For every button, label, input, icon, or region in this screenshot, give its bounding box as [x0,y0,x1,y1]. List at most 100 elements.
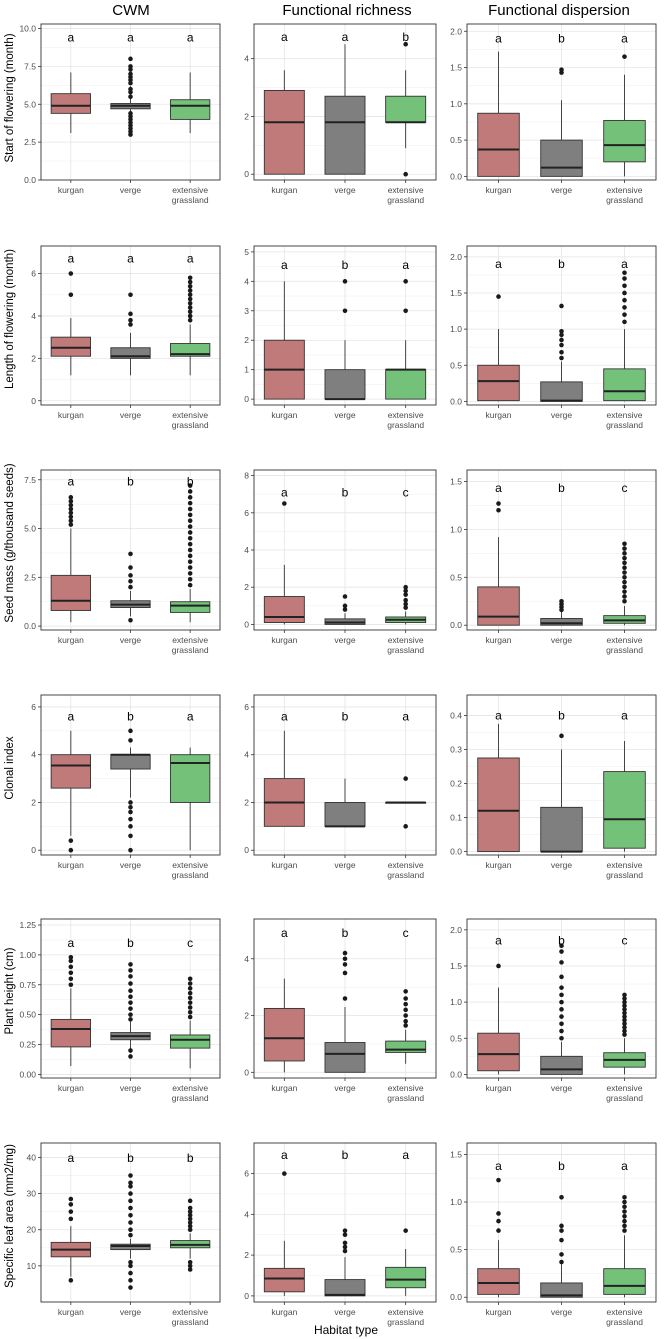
outlier-point [559,985,564,990]
significance-letter: b [342,926,349,940]
significance-letter: a [495,934,502,948]
significance-letter: a [67,31,74,45]
outlier-point [68,514,74,520]
box-verge: a [324,30,366,175]
box-extensive-grassland: c [385,926,427,1064]
y-label-specific-leaf-area: Specific leaf area (mm2/mg) [4,1144,16,1288]
y-tick-label: 0.5 [450,1245,462,1255]
x-tick-label-extensive-grassland: extensive [388,1307,424,1317]
outlier-point [187,553,193,559]
y-label-clonal-index: Clonal index [4,736,16,800]
iqr-box [263,596,305,624]
iqr-box [540,1282,583,1298]
x-tick-label-kurgan: kurgan [486,1307,512,1317]
significance-letter: b [558,934,565,948]
x-tick-label-verge: verge [120,860,142,870]
box-extensive-grassland: b [385,30,427,177]
box-kurgan: a [263,30,305,175]
y-tick-label: 0 [31,845,36,855]
outlier-point [622,1209,627,1214]
outlier-point [282,1171,287,1176]
y-tick-label: 20 [27,1225,37,1235]
significance-letter: a [495,257,502,271]
x-tick-label-extensive-grassland: grassland [606,1317,643,1327]
outlier-point [187,500,193,506]
outlier-point [622,546,627,551]
outlier-point [622,1021,627,1027]
x-tick-label-kurgan: kurgan [58,410,84,420]
outlier-point [559,1035,564,1041]
outlier-point [622,589,627,594]
x-tick-label-verge: verge [120,1307,142,1317]
iqr-box [50,336,91,357]
y-tick-label: 7.5 [24,61,36,71]
outlier-point [622,1223,627,1229]
significance-letter: a [342,30,349,44]
y-tick-label: 0.0 [450,396,462,406]
iqr-box [603,368,646,402]
outlier-point [622,1214,627,1219]
significance-letter: a [67,936,74,950]
outlier-point [187,283,193,289]
outlier-point [403,1007,408,1013]
outlier-point [622,270,627,276]
outlier-point [187,576,193,582]
x-tick-label-extensive-grassland: extensive [172,185,208,195]
box-kurgan: a [50,936,91,1067]
outlier-point [128,578,133,584]
outlier-point [187,275,193,281]
x-tick-label-verge: verge [334,185,356,195]
outlier-point [496,1177,501,1183]
outlier-point [496,1211,501,1216]
x-tick-label-extensive-grassland: grassland [387,195,424,205]
outlier-point [342,962,348,967]
box-kurgan: a [477,934,520,1075]
y-tick-label: 0.5 [450,135,462,145]
box-verge: b [540,708,583,853]
iqr-box [385,1266,427,1289]
outlier-point [342,308,348,314]
x-axis-title: Habitat type [314,1323,378,1337]
x-tick-label-verge: verge [334,410,356,420]
y-tick-label: 2 [244,797,249,807]
y-tick-label: 10.0 [19,24,36,34]
y-tick-label: 0 [244,1291,249,1301]
x-tick-label-kurgan: kurgan [271,1083,297,1093]
outlier-point [128,1012,133,1017]
outlier-point [187,313,193,319]
box-verge: b [540,257,583,402]
outlier-point [559,1028,564,1034]
outlier-point [559,355,564,361]
outlier-point [342,950,348,956]
y-tick-label: 0.1 [450,813,462,823]
y-tick-label: 7.5 [24,475,36,485]
iqr-box [477,112,520,177]
box-verge: b [540,32,583,177]
y-tick-label: 2.5 [24,572,36,582]
significance-letter: a [187,709,194,723]
outlier-point [68,1278,74,1283]
outlier-point [128,824,133,829]
significance-letter: b [342,258,349,272]
significance-letter: b [342,1148,349,1162]
significance-letter: a [621,32,628,46]
y-tick-label: 30 [27,1189,37,1199]
box-verge: b [540,481,583,626]
outlier-point [187,1223,193,1229]
outlier-point [622,1228,627,1233]
outlier-point [622,54,627,59]
outlier-point [128,1263,133,1269]
y-tick-label: 1.5 [450,961,462,971]
outlier-point [68,271,74,276]
y-tick-label: 2.5 [24,137,36,147]
significance-letter: a [402,1148,409,1162]
iqr-box [170,601,211,613]
outlier-point [496,294,501,299]
box-kurgan: a [263,709,305,827]
outlier-point [128,292,133,298]
outlier-point [128,804,133,810]
significance-letter: a [281,709,288,723]
outlier-point [403,601,408,607]
